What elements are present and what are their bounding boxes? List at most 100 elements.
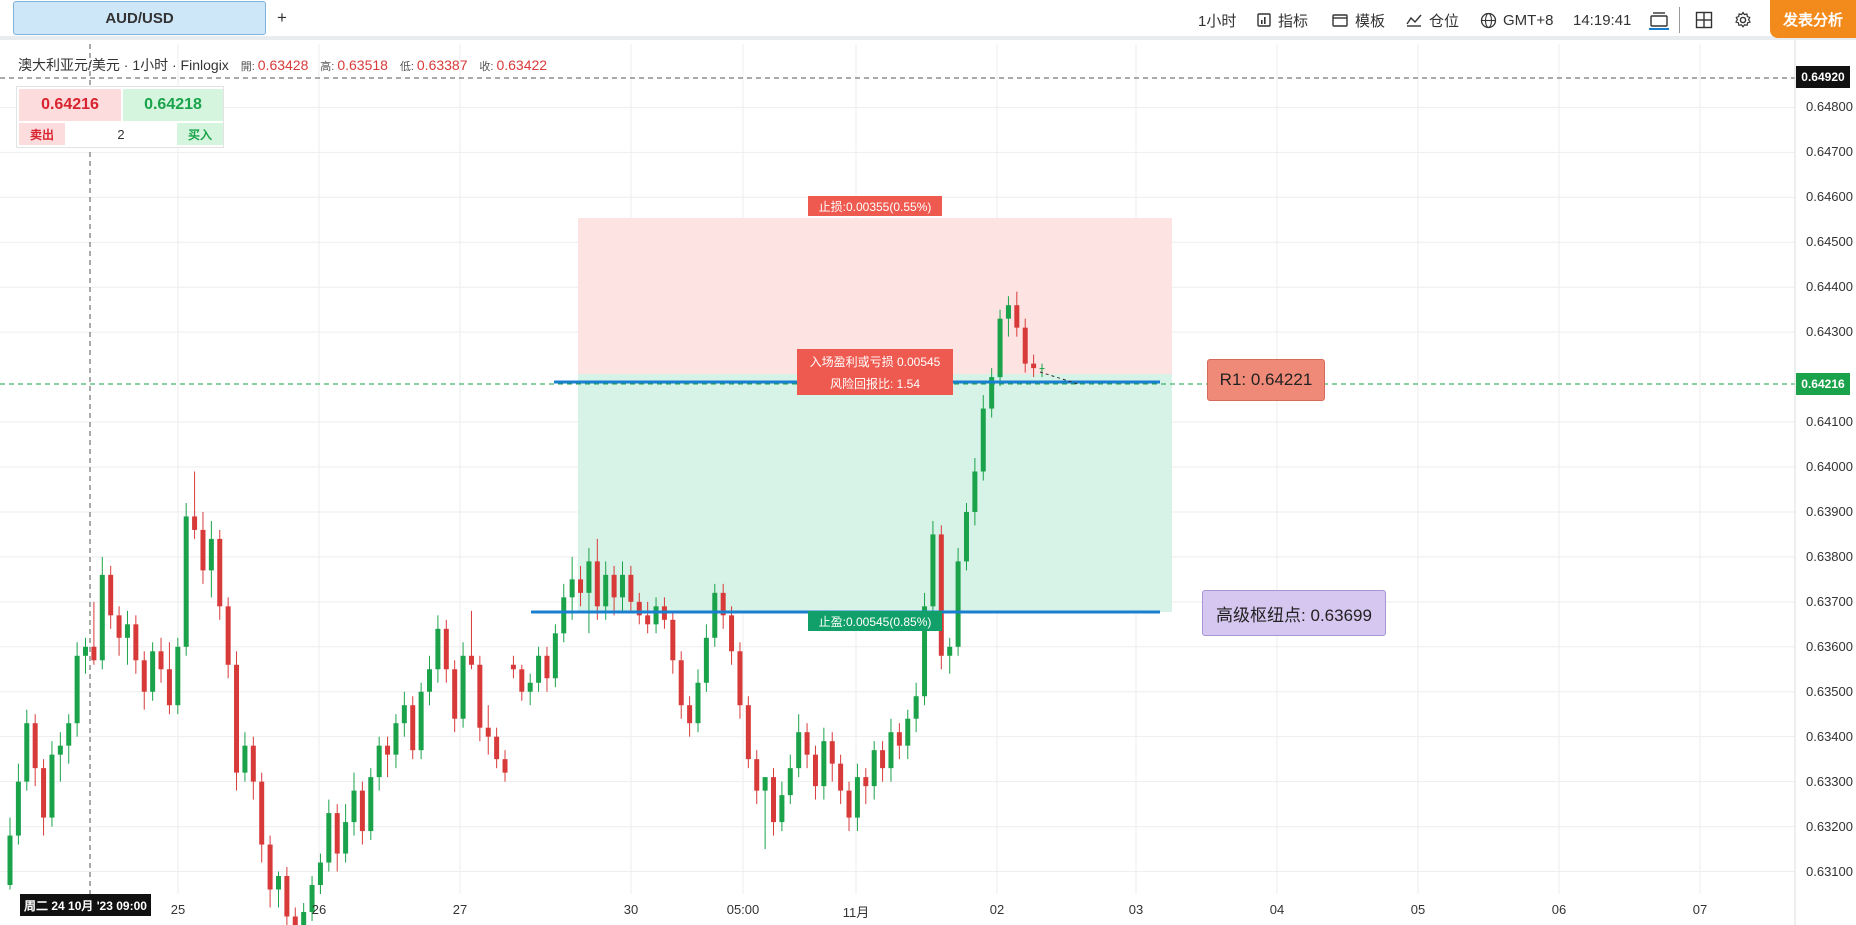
candle: [796, 714, 802, 778]
candle: [594, 538, 600, 620]
candle-body: [166, 669, 172, 706]
settings-button[interactable]: [1734, 10, 1758, 30]
candle-body: [192, 516, 198, 530]
candle: [762, 777, 768, 850]
candle-body: [242, 745, 248, 773]
candle: [1014, 291, 1020, 337]
candle: [326, 799, 332, 872]
candle-body: [32, 723, 38, 769]
candle-body: [963, 511, 969, 562]
candle-body: [536, 655, 542, 683]
sell-button[interactable]: 卖出: [19, 123, 65, 145]
indicators-icon: [1257, 13, 1271, 27]
candle: [712, 583, 718, 647]
stop-loss-label[interactable]: 止损:0.00355(0.55%): [808, 196, 942, 216]
candle-body: [930, 534, 936, 607]
candle: [192, 471, 198, 539]
price-tick: 0.64700: [1806, 144, 1853, 160]
templates-button[interactable]: 模板: [1331, 10, 1385, 30]
candle-body: [66, 723, 72, 746]
candle: [703, 624, 709, 692]
candle-body: [41, 768, 47, 818]
candle: [141, 651, 147, 710]
candle-body: [863, 777, 869, 787]
add-tab-button[interactable]: +: [277, 8, 287, 27]
candle: [435, 615, 441, 683]
candle-body: [15, 781, 21, 836]
candle-body: [737, 651, 743, 706]
indicators-button[interactable]: 指标: [1256, 10, 1308, 30]
candle-body: [712, 592, 718, 638]
entry-label[interactable]: 入场盈利或亏损 0.00545 风险回报比: 1.54: [797, 349, 953, 395]
quantity-input[interactable]: 2: [117, 126, 125, 142]
positions-button[interactable]: 仓位: [1405, 10, 1459, 30]
templates-icon: [1332, 14, 1348, 27]
candle-body: [267, 844, 273, 890]
timezone-button[interactable]: GMT+8: [1480, 10, 1553, 30]
candle-body: [611, 574, 617, 598]
candle-body: [385, 745, 391, 755]
candle-body: [896, 732, 902, 746]
take-profit-label[interactable]: 止盈:0.00545(0.85%): [808, 611, 942, 631]
candle: [771, 768, 777, 836]
publish-analysis-button[interactable]: 发表分析: [1770, 0, 1856, 38]
interval-selector[interactable]: 1小时: [1198, 10, 1236, 30]
candle-body: [619, 574, 625, 598]
r1-level-label[interactable]: R1: 0.64221: [1207, 359, 1325, 401]
candle-body: [326, 813, 332, 863]
candle-body: [460, 655, 466, 719]
candle: [804, 723, 810, 769]
candle: [645, 601, 651, 634]
candle-body: [410, 705, 416, 751]
layout-button[interactable]: [1648, 10, 1676, 30]
candle-body: [838, 763, 844, 791]
candle-body: [787, 768, 793, 796]
candle-body: [955, 561, 961, 647]
price-chart[interactable]: [0, 40, 1856, 925]
candle: [385, 736, 391, 778]
candle-body: [57, 745, 63, 755]
candle: [611, 565, 617, 616]
candle-body: [980, 408, 986, 472]
candle: [527, 673, 533, 706]
candle: [74, 642, 80, 737]
candle: [234, 651, 240, 791]
candle-body: [754, 759, 760, 791]
candle-body: [83, 646, 89, 656]
candle-body: [762, 777, 768, 791]
candle-body: [1005, 305, 1011, 319]
candle: [175, 637, 181, 715]
candle: [729, 606, 735, 665]
buy-price-button[interactable]: 0.64218: [123, 89, 223, 121]
buy-button[interactable]: 买入: [177, 123, 223, 145]
candle-body: [812, 754, 818, 787]
candle: [368, 768, 374, 841]
candle: [863, 768, 869, 805]
pivot-level-label[interactable]: 高级枢纽点: 0.63699: [1202, 590, 1386, 636]
candle-body: [133, 624, 139, 661]
candle: [888, 718, 894, 782]
price-tick: 0.64800: [1806, 99, 1853, 115]
candle-body: [217, 538, 223, 607]
symbol-tab[interactable]: AUD/USD: [13, 1, 266, 35]
candle: [1031, 354, 1037, 378]
price-tick: 0.63700: [1806, 593, 1853, 609]
candle: [787, 754, 793, 805]
candle: [678, 651, 684, 719]
top-toolbar: AUD/USD + 1小时 指标 模板 仓位 GMT+8 14:19:41 发表…: [0, 0, 1856, 40]
candle: [32, 714, 38, 787]
candle: [636, 592, 642, 625]
candle-body: [234, 664, 240, 773]
candle: [259, 772, 265, 863]
candle-body: [359, 790, 365, 832]
grid-layout-button[interactable]: [1695, 10, 1719, 30]
positions-icon: [1406, 14, 1422, 27]
price-tick: 0.64300: [1806, 324, 1853, 340]
time-tick: 05: [1410, 902, 1426, 917]
candle: [745, 696, 751, 769]
sell-price-button[interactable]: 0.64216: [19, 89, 121, 121]
time-tick: 02: [989, 902, 1005, 917]
candle-body: [485, 727, 491, 737]
time-tick: 25: [170, 902, 186, 917]
candle-body: [628, 574, 634, 602]
